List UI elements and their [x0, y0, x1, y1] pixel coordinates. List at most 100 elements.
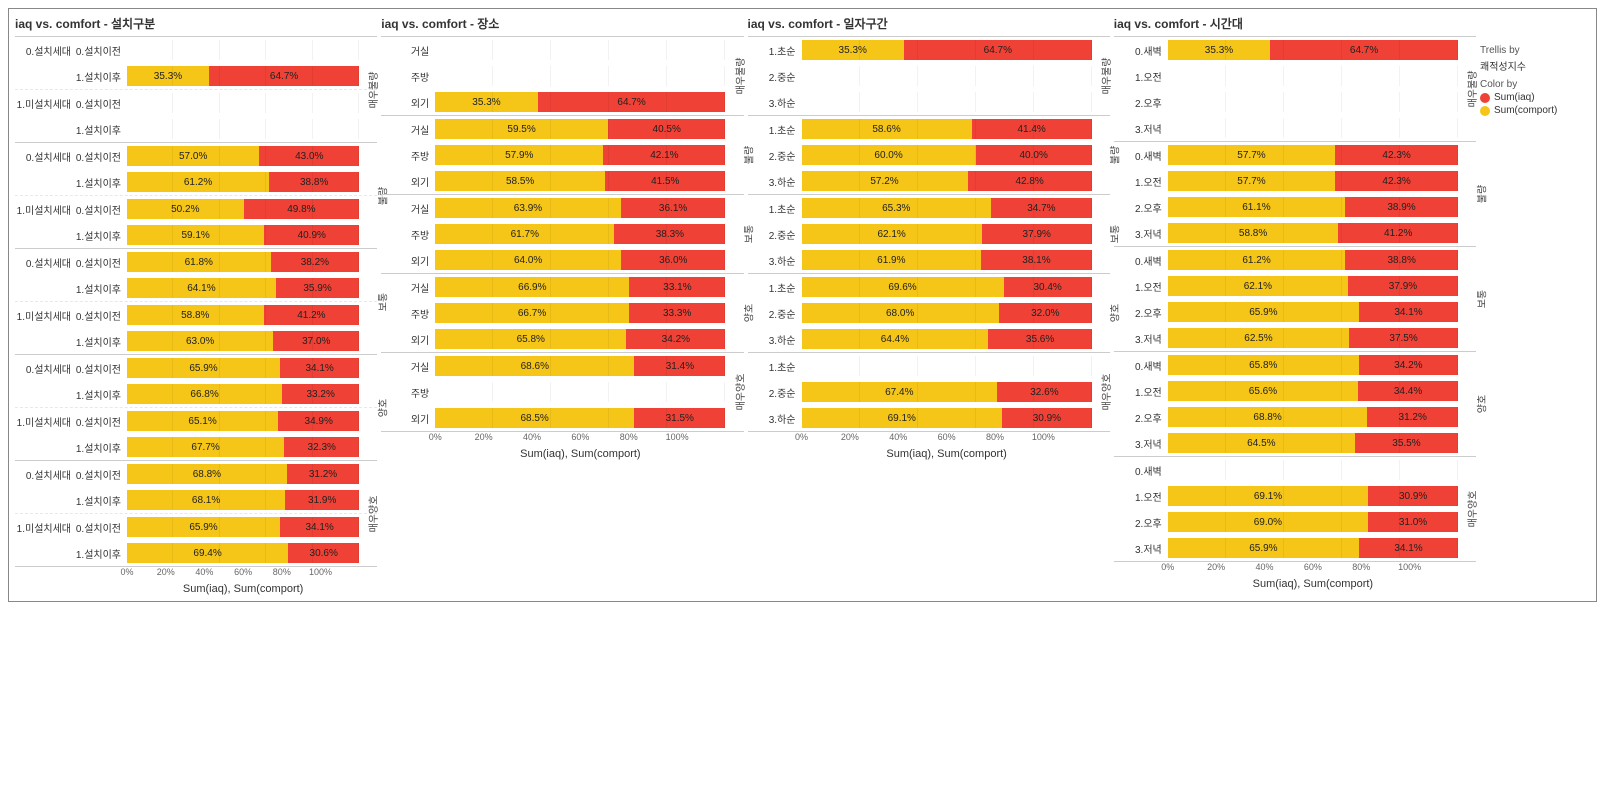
bar-segment-comfort[interactable]: 68.8%: [127, 464, 287, 484]
bar-segment-iaq[interactable]: 31.4%: [634, 356, 725, 376]
bar-segment-iaq[interactable]: 64.7%: [904, 40, 1092, 60]
bar-segment-iaq[interactable]: 34.4%: [1358, 381, 1458, 401]
bar-segment-comfort[interactable]: 69.1%: [1168, 486, 1369, 506]
bar-segment-iaq[interactable]: 38.1%: [981, 250, 1092, 270]
bar-segment-comfort[interactable]: 66.9%: [435, 277, 629, 297]
bar-segment-iaq[interactable]: 32.3%: [284, 437, 359, 457]
bar-segment-iaq[interactable]: 41.5%: [605, 171, 725, 191]
bar-segment-iaq[interactable]: 34.1%: [1359, 302, 1458, 322]
bar-segment-iaq[interactable]: 31.5%: [634, 408, 725, 428]
bar-segment-iaq[interactable]: 64.7%: [209, 66, 359, 86]
bar-segment-iaq[interactable]: 37.9%: [982, 224, 1092, 244]
bar-segment-comfort[interactable]: 69.6%: [802, 277, 1004, 297]
bar-segment-iaq[interactable]: 37.0%: [273, 331, 359, 351]
bar-segment-comfort[interactable]: 61.2%: [1168, 250, 1346, 270]
bar-segment-iaq[interactable]: 32.0%: [999, 303, 1092, 323]
bar-segment-iaq[interactable]: 37.5%: [1349, 328, 1458, 348]
bar-segment-comfort[interactable]: 68.8%: [1168, 407, 1368, 427]
bar-segment-comfort[interactable]: 65.9%: [1168, 302, 1359, 322]
bar-segment-iaq[interactable]: 34.7%: [991, 198, 1092, 218]
bar-segment-comfort[interactable]: 68.5%: [435, 408, 634, 428]
bar-segment-iaq[interactable]: 38.8%: [269, 172, 359, 192]
bar-segment-comfort[interactable]: 58.8%: [1168, 223, 1339, 243]
bar-segment-comfort[interactable]: 66.8%: [127, 384, 282, 404]
bar-segment-comfort[interactable]: 61.7%: [435, 224, 614, 244]
bar-segment-comfort[interactable]: 64.4%: [802, 329, 989, 349]
bar-segment-iaq[interactable]: 32.6%: [997, 382, 1092, 402]
legend-item[interactable]: Sum(comport): [1480, 105, 1590, 116]
bar-segment-iaq[interactable]: 31.0%: [1368, 512, 1458, 532]
bar-segment-iaq[interactable]: 41.4%: [972, 119, 1092, 139]
bar-segment-comfort[interactable]: 58.5%: [435, 171, 605, 191]
bar-segment-comfort[interactable]: 57.0%: [127, 146, 259, 166]
bar-segment-comfort[interactable]: 69.4%: [127, 543, 288, 563]
bar-segment-comfort[interactable]: 69.0%: [1168, 512, 1368, 532]
bar-segment-comfort[interactable]: 64.5%: [1168, 433, 1355, 453]
bar-segment-comfort[interactable]: 67.7%: [127, 437, 284, 457]
bar-segment-iaq[interactable]: 42.1%: [603, 145, 725, 165]
bar-segment-iaq[interactable]: 34.1%: [1359, 538, 1458, 558]
bar-segment-iaq[interactable]: 34.1%: [280, 358, 359, 378]
bar-segment-iaq[interactable]: 33.3%: [629, 303, 726, 323]
bar-segment-comfort[interactable]: 59.5%: [435, 119, 608, 139]
bar-segment-iaq[interactable]: 34.2%: [626, 329, 725, 349]
bar-segment-iaq[interactable]: 43.0%: [259, 146, 359, 166]
bar-segment-iaq[interactable]: 36.1%: [621, 198, 726, 218]
bar-segment-comfort[interactable]: 65.6%: [1168, 381, 1358, 401]
bar-segment-comfort[interactable]: 65.3%: [802, 198, 992, 218]
bar-segment-iaq[interactable]: 38.3%: [614, 224, 725, 244]
bar-segment-comfort[interactable]: 61.1%: [1168, 197, 1345, 217]
bar-segment-comfort[interactable]: 57.9%: [435, 145, 603, 165]
bar-segment-comfort[interactable]: 63.9%: [435, 198, 620, 218]
bar-segment-iaq[interactable]: 38.9%: [1345, 197, 1458, 217]
bar-segment-comfort[interactable]: 65.9%: [127, 358, 280, 378]
bar-segment-comfort[interactable]: 65.9%: [127, 517, 280, 537]
bar-segment-iaq[interactable]: 33.2%: [282, 384, 359, 404]
bar-segment-comfort[interactable]: 61.2%: [127, 172, 269, 192]
bar-segment-comfort[interactable]: 67.4%: [802, 382, 998, 402]
bar-segment-comfort[interactable]: 64.1%: [127, 278, 276, 298]
bar-segment-iaq[interactable]: 38.2%: [271, 252, 360, 272]
bar-segment-comfort[interactable]: 65.1%: [127, 411, 278, 431]
bar-segment-iaq[interactable]: 40.9%: [264, 225, 359, 245]
bar-segment-iaq[interactable]: 34.1%: [280, 517, 359, 537]
bar-segment-iaq[interactable]: 30.9%: [1368, 486, 1458, 506]
bar-segment-comfort[interactable]: 63.0%: [127, 331, 273, 351]
bar-segment-iaq[interactable]: 42.3%: [1335, 145, 1458, 165]
bar-segment-iaq[interactable]: 36.0%: [621, 250, 725, 270]
bar-segment-iaq[interactable]: 34.2%: [1359, 355, 1458, 375]
bar-segment-iaq[interactable]: 35.5%: [1355, 433, 1458, 453]
bar-segment-iaq[interactable]: 30.6%: [288, 543, 359, 563]
bar-segment-iaq[interactable]: 34.9%: [278, 411, 359, 431]
bar-segment-comfort[interactable]: 58.8%: [127, 305, 264, 325]
bar-segment-iaq[interactable]: 64.7%: [538, 92, 726, 112]
bar-segment-comfort[interactable]: 68.1%: [127, 490, 285, 510]
bar-segment-iaq[interactable]: 40.5%: [608, 119, 726, 139]
bar-segment-comfort[interactable]: 64.0%: [435, 250, 621, 270]
bar-segment-iaq[interactable]: 64.7%: [1270, 40, 1458, 60]
bar-segment-comfort[interactable]: 62.5%: [1168, 328, 1349, 348]
bar-segment-comfort[interactable]: 60.0%: [802, 145, 976, 165]
bar-segment-comfort[interactable]: 57.7%: [1168, 145, 1335, 165]
bar-segment-comfort[interactable]: 57.7%: [1168, 171, 1335, 191]
bar-segment-iaq[interactable]: 49.8%: [244, 199, 360, 219]
bar-segment-iaq[interactable]: 42.8%: [968, 171, 1092, 191]
bar-segment-comfort[interactable]: 61.9%: [802, 250, 982, 270]
bar-segment-iaq[interactable]: 31.2%: [1367, 407, 1458, 427]
bar-segment-comfort[interactable]: 35.3%: [1168, 40, 1270, 60]
bar-segment-comfort[interactable]: 61.8%: [127, 252, 271, 272]
bar-segment-comfort[interactable]: 68.0%: [802, 303, 999, 323]
bar-segment-iaq[interactable]: 33.1%: [629, 277, 725, 297]
bar-segment-iaq[interactable]: 41.2%: [1338, 223, 1458, 243]
bar-segment-comfort[interactable]: 65.8%: [435, 329, 626, 349]
bar-segment-comfort[interactable]: 65.8%: [1168, 355, 1359, 375]
bar-segment-comfort[interactable]: 50.2%: [127, 199, 244, 219]
bar-segment-comfort[interactable]: 35.3%: [127, 66, 209, 86]
bar-segment-comfort[interactable]: 68.6%: [435, 356, 634, 376]
bar-segment-comfort[interactable]: 35.3%: [435, 92, 537, 112]
bar-segment-comfort[interactable]: 35.3%: [802, 40, 904, 60]
bar-segment-iaq[interactable]: 35.6%: [988, 329, 1091, 349]
bar-segment-comfort[interactable]: 65.9%: [1168, 538, 1359, 558]
legend-item[interactable]: Sum(iaq): [1480, 92, 1590, 103]
bar-segment-iaq[interactable]: 37.9%: [1348, 276, 1458, 296]
